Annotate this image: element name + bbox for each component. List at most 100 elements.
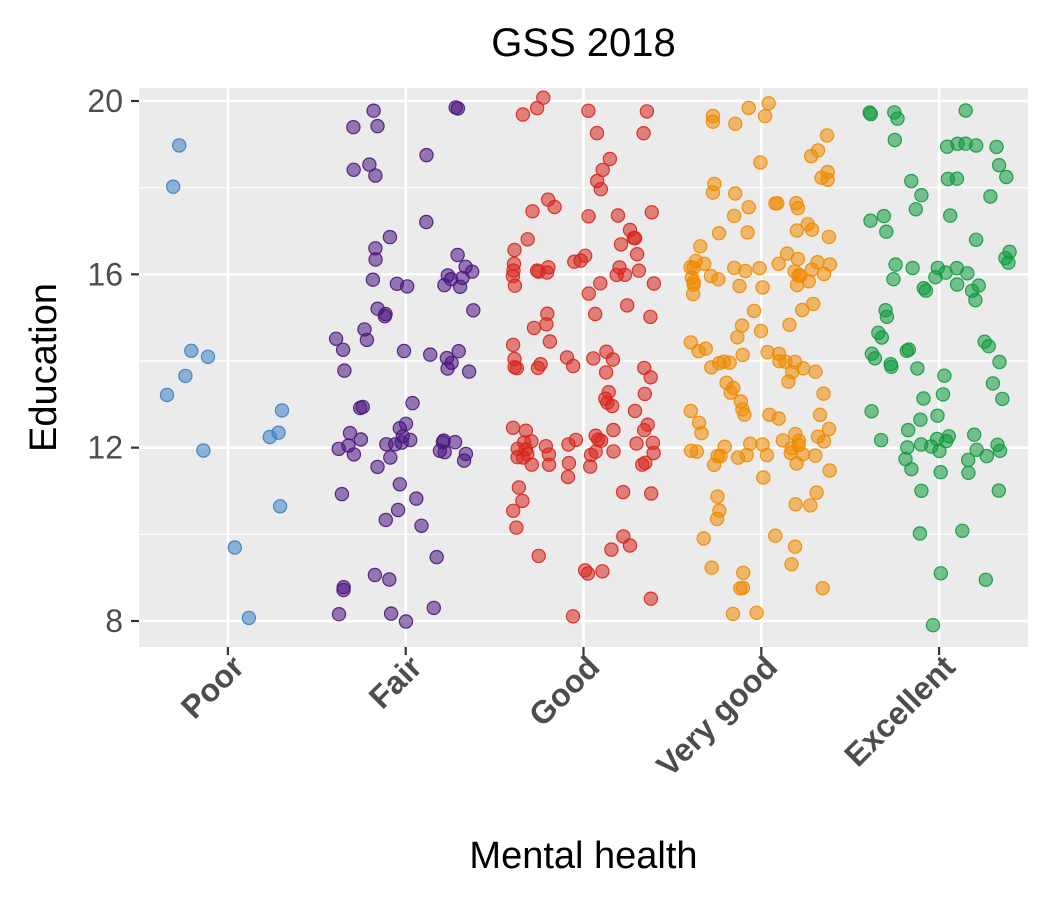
data-point [761,96,776,111]
data-point [370,459,385,475]
data-point [707,457,722,472]
data-point [803,498,818,513]
data-point [689,444,705,459]
data-point [368,168,383,183]
major-gridlines [139,88,1028,647]
data-point [735,347,750,363]
data-point [968,232,984,247]
data-point [741,100,756,116]
data-point [368,252,383,267]
data-point [335,342,351,357]
data-point [686,260,701,276]
data-point [159,387,175,403]
data-point [241,610,257,626]
data-point [627,403,643,419]
data-point [710,489,725,504]
data-point [505,337,521,353]
data-point [937,368,952,383]
data-point [274,403,290,418]
data-point [772,354,787,369]
data-point [328,331,344,346]
data-point [752,261,767,276]
data-point [530,360,546,376]
data-point [967,427,982,442]
data-point [983,189,998,204]
data-point [958,103,973,118]
data-point [560,469,576,485]
data-point [808,364,823,379]
data-point [740,225,755,240]
data-point [933,566,949,581]
data-point [367,567,383,583]
data-point [334,486,350,502]
data-point [757,108,773,124]
data-point [808,448,823,463]
data-point [573,253,588,268]
data-point [227,540,242,555]
data-point [999,169,1014,185]
data-point [580,566,596,581]
data-point [814,170,829,185]
data-point [520,232,535,247]
data-point [506,503,521,518]
data-point [353,400,368,416]
data-point [704,360,719,375]
data-point [359,332,375,348]
data-point [593,276,608,291]
data-point [888,257,903,272]
data-point [685,286,701,302]
data-point [728,116,743,132]
data-point [636,125,651,141]
data-point [602,151,618,167]
data-point [730,450,746,465]
data-point [331,607,347,622]
data-point [529,100,545,116]
data-point [913,437,929,452]
data-point [749,605,764,621]
data-point [539,317,554,332]
data-point [755,280,770,295]
data-point [991,157,1007,173]
data-point [890,111,905,126]
data-point [419,214,434,230]
data-point [171,138,187,153]
y-axis-title: Education [23,283,65,452]
data-point [819,128,835,143]
data-point [620,298,635,313]
data-point [581,209,596,224]
data-point [515,493,530,509]
data-point [908,202,924,217]
data-point [609,267,624,283]
data-point [901,342,917,357]
data-point [741,200,757,215]
chart-title: GSS 2018 [491,21,676,65]
data-point [383,606,399,621]
data-point [461,364,477,379]
data-point [935,387,951,402]
data-point [730,330,745,345]
data-point [728,186,743,201]
y-tick-label: 16 [87,256,123,292]
data-point [398,614,414,629]
data-point [507,360,522,375]
data-point [981,339,996,354]
data-point [884,359,899,374]
data-point [525,204,540,219]
data-point [643,309,658,325]
y-tick-label: 20 [87,83,123,119]
data-point [646,276,662,291]
data-point [874,330,890,345]
data-point [610,208,626,223]
data-point [526,320,542,336]
data-point [589,125,605,141]
x-tick-label: Poor [174,648,251,725]
data-point [916,391,931,406]
data-point [810,255,825,270]
data-point [456,453,472,468]
data-point [382,229,398,245]
data-point [588,306,603,322]
data-point [392,477,407,492]
data-point [704,560,719,575]
data-point [178,368,193,384]
data-point [887,132,903,148]
